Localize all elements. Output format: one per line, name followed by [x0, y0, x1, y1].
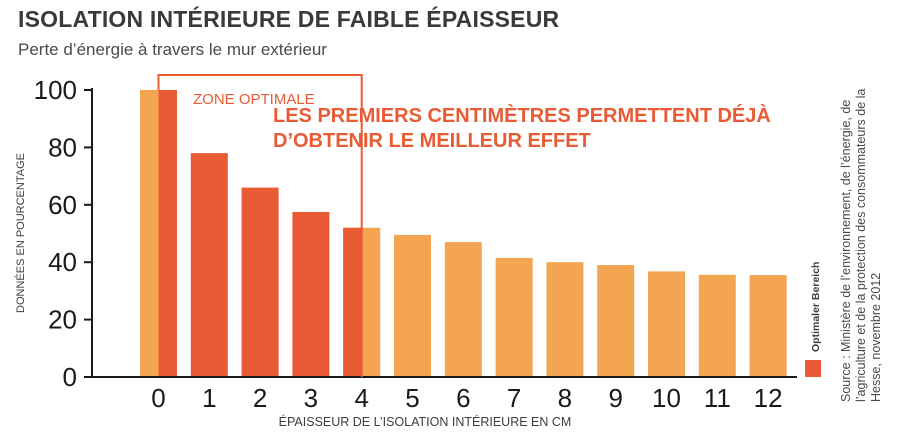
- x-tick-label: 0: [151, 383, 165, 413]
- y-tick-label: 80: [48, 132, 77, 162]
- bar-12: [749, 275, 787, 377]
- bar-8: [546, 262, 584, 377]
- bar-10: [648, 271, 685, 377]
- headline-line-2: D’OBTENIR LE MEILLEUR EFFET: [273, 130, 591, 152]
- x-tick-label: 5: [405, 383, 419, 413]
- x-tick-label: 12: [754, 383, 783, 413]
- bar-11: [698, 274, 736, 377]
- y-axis-label: DONNÉES EN POURCENTAGE: [14, 153, 27, 313]
- optimal-zone-frame: [157, 74, 363, 377]
- bars-group: [140, 90, 787, 377]
- y-tick-label: 20: [48, 305, 77, 335]
- x-tick-label: 1: [202, 383, 216, 413]
- x-tick-label: 9: [608, 383, 622, 413]
- legend-label: Optimaler Bereich: [810, 262, 822, 352]
- bar-6: [444, 242, 482, 377]
- bar-7: [495, 257, 533, 377]
- bar-5: [394, 234, 431, 377]
- x-tick-label: 10: [652, 383, 681, 413]
- bar-9: [597, 265, 635, 377]
- x-tick-label: 8: [558, 383, 572, 413]
- y-ticks-group: 0 20 40 60 80 100: [34, 75, 92, 392]
- bar-3: [292, 211, 330, 377]
- bar-2: [241, 187, 279, 377]
- x-tick-label: 4: [354, 383, 368, 413]
- optimal-zone-label: ZONE OPTIMALE: [193, 91, 315, 108]
- y-tick-label: 100: [34, 75, 77, 105]
- chart-subtitle: Perte d’énergie à travers le mur extérie…: [18, 40, 327, 59]
- bar-4-optimal-part: [343, 227, 362, 377]
- chart-title: ISOLATION INTÉRIEURE DE FAIBLE ÉPAISSEUR: [18, 6, 560, 32]
- y-tick-label: 60: [48, 190, 77, 220]
- x-tick-label: 7: [507, 383, 521, 413]
- legend-swatch: [805, 360, 821, 377]
- x-tick-label: 11: [704, 383, 731, 413]
- x-tick-label: 6: [456, 383, 470, 413]
- x-ticks-group: 0 1 2 3 4 5 6 7 8 9 10 11 12: [151, 383, 782, 413]
- headline-line-1: LES PREMIERS CENTIMÈTRES PERMETTENT DÉJÀ: [273, 104, 771, 127]
- source-note: Source : Ministère de l’environnement, d…: [839, 88, 883, 402]
- x-axis-label: ÉPAISSEUR DE L’ISOLATION INTÉRIEURE EN C…: [279, 414, 572, 429]
- x-tick-label: 2: [253, 383, 267, 413]
- bar-1: [190, 153, 228, 377]
- y-tick-label: 40: [48, 247, 77, 277]
- x-tick-label: 3: [304, 383, 318, 413]
- bar-0-optimal-part: [158, 90, 177, 377]
- y-tick-label: 0: [63, 362, 77, 392]
